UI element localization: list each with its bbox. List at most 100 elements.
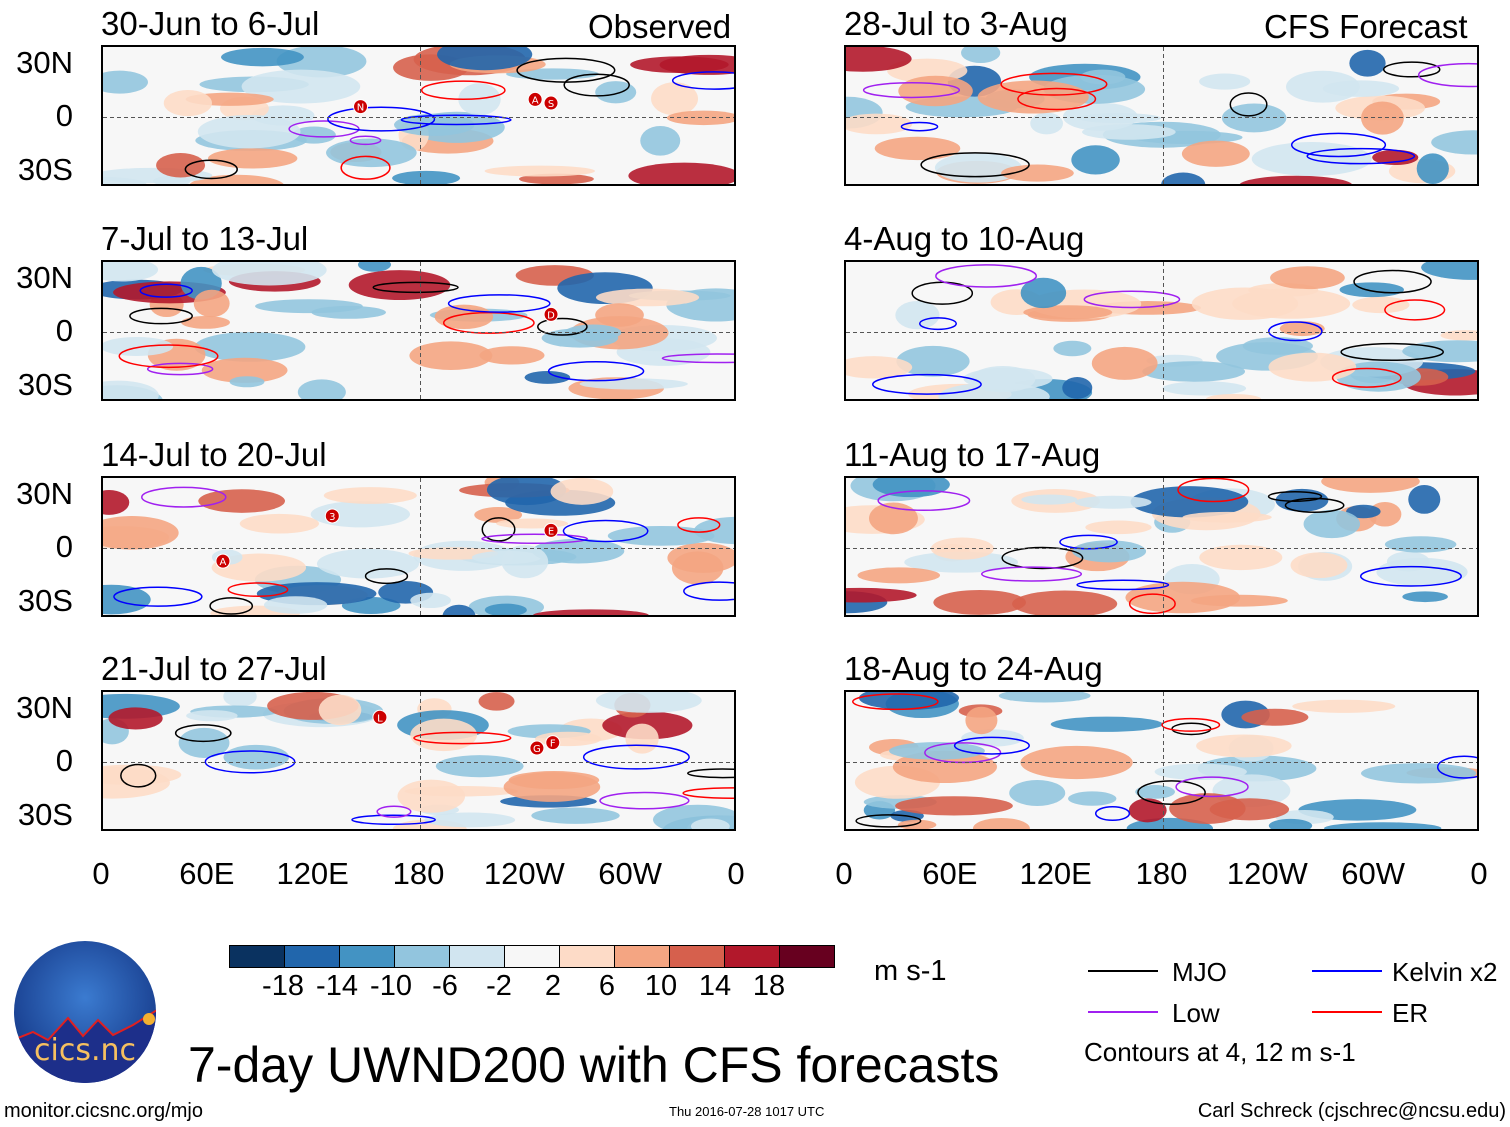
wave-contour (1076, 579, 1170, 591)
wave-contour (227, 582, 289, 597)
wind-anomaly-shading (479, 346, 545, 365)
wave-contour (146, 362, 214, 376)
lat-label: 0 (55, 743, 73, 778)
wind-anomaly-shading (1182, 511, 1272, 523)
storm-label: N (357, 103, 364, 114)
wind-anomaly-shading (1416, 153, 1449, 184)
storm-marker: S (543, 95, 559, 111)
wind-anomaly-shading (607, 525, 715, 546)
wind-anomaly-shading (1074, 495, 1152, 509)
lon-label: 60W (598, 856, 663, 891)
wave-contour (900, 121, 939, 132)
wind-anomaly-shading (904, 551, 1019, 573)
wind-anomaly-shading (1068, 791, 1117, 806)
wind-anomaly-shading (846, 47, 912, 72)
panel-title: 18-Aug to 24-Aug (844, 650, 1103, 687)
wave-contour (447, 294, 551, 313)
main-title: 7-day UWND200 with CFS forecasts (188, 1037, 1000, 1093)
wind-anomaly-shading (1062, 377, 1093, 399)
lon-label: 120W (483, 856, 565, 891)
wave-contour (1306, 147, 1416, 165)
wave-contour (1177, 478, 1250, 503)
storm-label: G (533, 744, 541, 755)
storm-label: S (548, 99, 554, 110)
legend-low: Low (1172, 998, 1220, 1028)
wind-anomaly-shading (1053, 340, 1092, 357)
wave-contour (661, 353, 734, 364)
storm-marker: A (215, 553, 231, 569)
wave-contour (671, 71, 734, 90)
lon-label: 60E (922, 856, 978, 891)
wind-anomaly-shading (1077, 113, 1161, 124)
wave-contour (1171, 722, 1212, 736)
wind-anomaly-shading (595, 303, 644, 327)
wind-anomaly-shading (930, 537, 994, 560)
wave-contour (118, 344, 219, 369)
wind-anomaly-shading (1402, 591, 1448, 603)
wind-anomaly-shading (486, 478, 567, 506)
wave-contour (683, 581, 734, 601)
lat-label: 30N (16, 260, 73, 295)
storm-marker: A (527, 91, 543, 107)
lon-label: 180 (1135, 856, 1188, 891)
wind-anomaly-shading (1286, 70, 1360, 103)
wind-anomaly-shading (535, 731, 602, 747)
colorbar-label: -2 (486, 970, 512, 1002)
wave-contour (113, 586, 203, 607)
wind-anomaly-shading (474, 507, 523, 523)
wind-anomaly-shading (895, 796, 1013, 816)
wind-anomaly-shading (103, 70, 148, 94)
wind-anomaly-shading (263, 596, 328, 614)
footer-url[interactable]: monitor.cicsnc.org/mjo (4, 1100, 203, 1122)
wind-anomaly-shading (869, 502, 918, 535)
wind-anomaly-shading (434, 304, 494, 330)
wind-anomaly-shading (103, 262, 159, 282)
wind-anomaly-shading (1080, 69, 1126, 85)
lon-label: 120W (1226, 856, 1308, 891)
wind-anomaly-shading (197, 114, 301, 149)
wave-contour (682, 787, 734, 800)
wave-contour (855, 814, 922, 828)
wind-anomaly-shading (963, 367, 1053, 390)
wind-anomaly-shading (898, 75, 973, 107)
wind-anomaly-shading (846, 587, 917, 603)
wind-anomaly-shading (1290, 552, 1348, 579)
wave-contour (413, 731, 512, 745)
wind-anomaly-shading (397, 779, 466, 813)
legend-kelvin: Kelvin x2 (1392, 957, 1498, 987)
panel-title: 7-Jul to 13-Jul (101, 220, 309, 257)
lat-label: 30S (17, 152, 73, 187)
wind-anomaly-shading (961, 47, 1001, 64)
colorbar-units: m s-1 (874, 955, 947, 987)
wind-anomaly-shading (1361, 101, 1404, 135)
wind-anomaly-shading (857, 567, 941, 584)
wind-anomaly-shading (1021, 494, 1078, 505)
wind-anomaly-shading (640, 125, 681, 156)
wind-anomaly-shading (207, 148, 298, 169)
colorbar-swatch (395, 946, 450, 967)
wave-contour (953, 736, 1030, 755)
wave-contour (563, 73, 630, 97)
wave-contour (1017, 87, 1097, 111)
wind-anomaly-shading (1303, 509, 1361, 539)
wave-contour (1353, 269, 1432, 294)
storm-label: A (532, 95, 539, 106)
wind-anomaly-shading (103, 336, 174, 356)
wave-contour (920, 152, 1030, 178)
wave-contour (372, 281, 459, 294)
colorbar-swatch (340, 946, 395, 967)
colorbar-label: 18 (752, 970, 786, 1002)
storm-marker: N (353, 99, 369, 115)
wind-anomaly-shading (424, 812, 516, 828)
wave-contour (141, 486, 227, 508)
colorbar-swatch (450, 946, 505, 967)
wind-anomaly-shading (108, 707, 163, 730)
storm-label: F (550, 739, 556, 750)
wind-anomaly-shading (1279, 321, 1325, 337)
wind-anomaly-shading (1196, 734, 1292, 758)
lon-label: 120E (276, 856, 349, 891)
panel-title: 30-Jun to 6-Jul (101, 5, 320, 42)
colorbar-label: 10 (644, 970, 678, 1002)
wind-anomaly-shading (1023, 305, 1113, 320)
wind-anomaly-shading (897, 819, 937, 829)
